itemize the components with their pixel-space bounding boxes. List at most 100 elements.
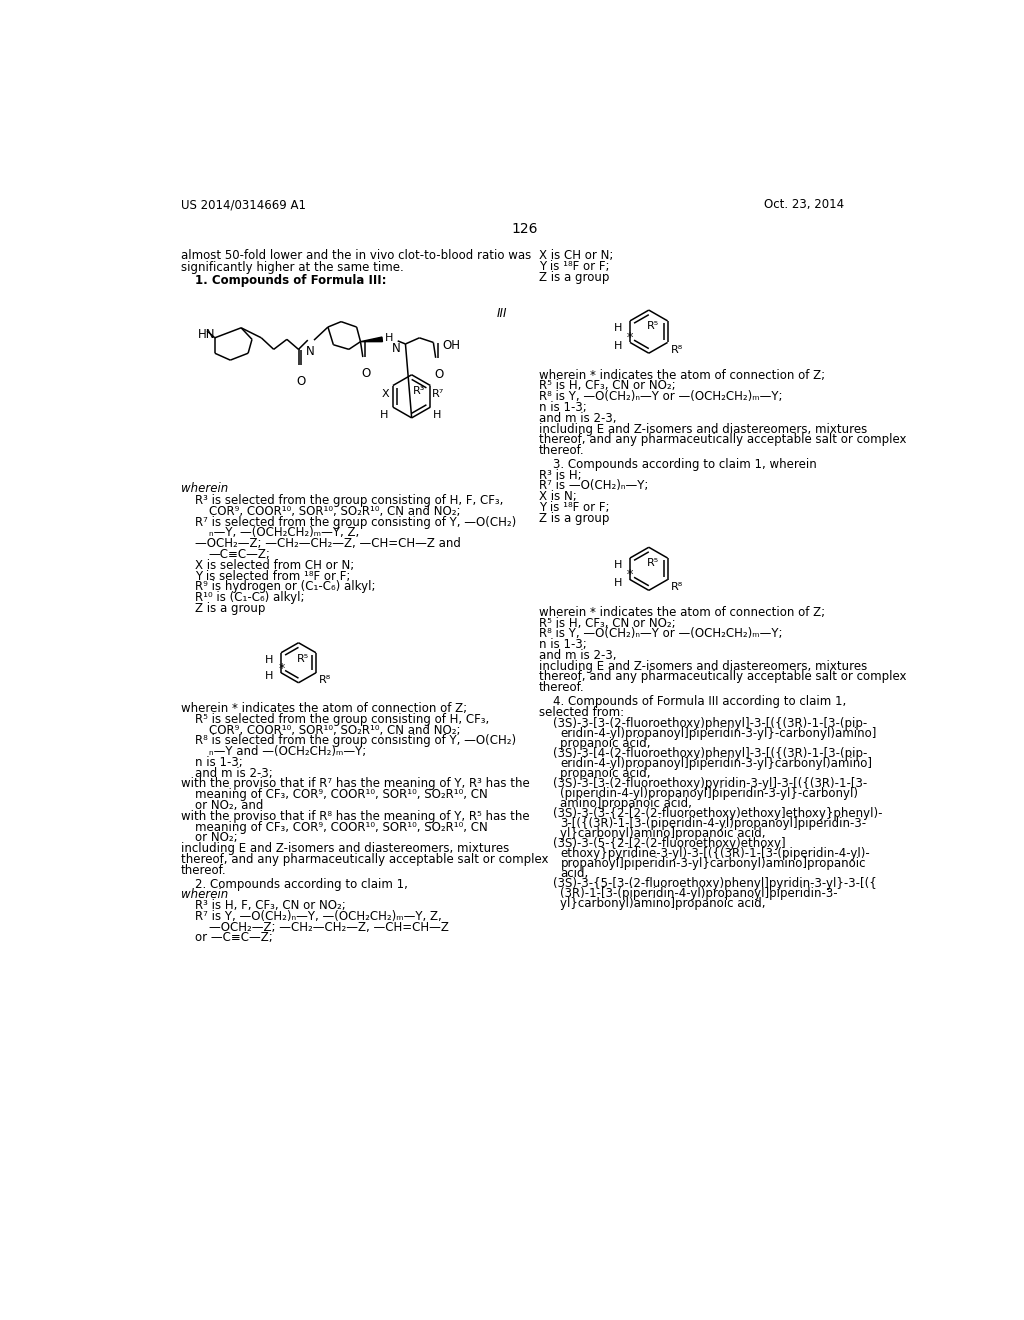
Text: 4. Compounds of Formula III according to claim 1,: 4. Compounds of Formula III according to… [553, 696, 846, 708]
Text: yl}carbonyl)amino]propanoic acid,: yl}carbonyl)amino]propanoic acid, [560, 826, 766, 840]
Text: X is N;: X is N; [539, 490, 577, 503]
Text: O: O [361, 367, 371, 380]
Text: H: H [614, 323, 623, 333]
Text: ethoxy}pyridine-3-yl)-3-[({(3R)-1-[3-(piperidin-4-yl)-: ethoxy}pyridine-3-yl)-3-[({(3R)-1-[3-(pi… [560, 847, 870, 859]
Text: n is 1-3;: n is 1-3; [195, 756, 243, 770]
Text: R⁵: R⁵ [647, 558, 659, 568]
Text: Z is a group: Z is a group [539, 271, 609, 284]
Text: H: H [380, 411, 388, 420]
Text: R⁸ is Y, —O(CH₂)ₙ—Y or —(OCH₂CH₂)ₘ—Y;: R⁸ is Y, —O(CH₂)ₙ—Y or —(OCH₂CH₂)ₘ—Y; [539, 391, 782, 403]
Text: 3. Compounds according to claim 1, wherein: 3. Compounds according to claim 1, where… [553, 458, 816, 471]
Text: H: H [265, 671, 273, 681]
Text: almost 50-fold lower and the in vivo clot-to-blood ratio was: almost 50-fold lower and the in vivo clo… [180, 249, 531, 263]
Text: R⁷: R⁷ [432, 388, 444, 399]
Text: including E and Z-isomers and diastereomers, mixtures: including E and Z-isomers and diastereom… [180, 842, 509, 855]
Text: (3S)-3-(5-{2-[2-(2-fluoroethoxy)ethoxy]: (3S)-3-(5-{2-[2-(2-fluoroethoxy)ethoxy] [553, 837, 785, 850]
Text: R³: R³ [414, 385, 426, 396]
Text: H: H [432, 411, 441, 420]
Text: R⁵ is selected from the group consisting of H, CF₃,: R⁵ is selected from the group consisting… [195, 713, 488, 726]
Text: OH: OH [442, 339, 461, 352]
Text: yl}carbonyl)amino]propanoic acid,: yl}carbonyl)amino]propanoic acid, [560, 896, 766, 909]
Text: meaning of CF₃, COR⁹, COOR¹⁰, SOR¹⁰, SO₂R¹⁰, CN: meaning of CF₃, COR⁹, COOR¹⁰, SOR¹⁰, SO₂… [195, 821, 487, 834]
Text: (3S)-3-{5-[3-(2-fluoroethoxy)phenyl]pyridin-3-yl}-3-[({: (3S)-3-{5-[3-(2-fluoroethoxy)phenyl]pyri… [553, 876, 877, 890]
Text: X is selected from CH or N;: X is selected from CH or N; [195, 558, 354, 572]
Text: R⁵ is H, CF₃, CN or NO₂;: R⁵ is H, CF₃, CN or NO₂; [539, 379, 676, 392]
Text: eridin-4-yl)propanoyl]piperidin-3-yl}carbonyl)amino]: eridin-4-yl)propanoyl]piperidin-3-yl}car… [560, 756, 872, 770]
Text: or —C≡C—Z;: or —C≡C—Z; [195, 932, 272, 945]
Text: R⁷ is —O(CH₂)ₙ—Y;: R⁷ is —O(CH₂)ₙ—Y; [539, 479, 648, 492]
Text: meaning of CF₃, COR⁹, COOR¹⁰, SOR¹⁰, SO₂R¹⁰, CN: meaning of CF₃, COR⁹, COOR¹⁰, SOR¹⁰, SO₂… [195, 788, 487, 801]
Text: R³ is selected from the group consisting of H, F, CF₃,: R³ is selected from the group consisting… [195, 494, 503, 507]
Text: propanoyl]piperidin-3-yl}carbonyl)amino]propanoic: propanoyl]piperidin-3-yl}carbonyl)amino]… [560, 857, 866, 870]
Text: including E and Z-isomers and diastereomers, mixtures: including E and Z-isomers and diastereom… [539, 660, 867, 673]
Text: wherein: wherein [180, 888, 228, 902]
Text: —OCH₂—Z; —CH₂—CH₂—Z, —CH=CH—Z: —OCH₂—Z; —CH₂—CH₂—Z, —CH=CH—Z [209, 921, 449, 933]
Text: R⁸: R⁸ [318, 675, 331, 685]
Text: (piperidin-4-yl)propanoyl]piperidin-3-yl}-carbonyl): (piperidin-4-yl)propanoyl]piperidin-3-yl… [560, 787, 858, 800]
Text: H: H [614, 578, 623, 587]
Text: —OCH₂—Z; —CH₂—CH₂—Z, —CH=CH—Z and: —OCH₂—Z; —CH₂—CH₂—Z, —CH=CH—Z and [195, 537, 461, 550]
Text: selected from:: selected from: [539, 706, 624, 719]
Text: N: N [391, 342, 400, 355]
Text: III: III [497, 308, 508, 319]
Text: with the proviso that if R⁸ has the meaning of Y, R⁵ has the: with the proviso that if R⁸ has the mean… [180, 810, 529, 822]
Text: wherein * indicates the atom of connection of Z;: wherein * indicates the atom of connecti… [539, 368, 825, 381]
Text: or NO₂, and: or NO₂, and [195, 799, 263, 812]
Text: 3-[({(3R)-1-[3-(piperidin-4-yl)propanoyl]piperidin-3-: 3-[({(3R)-1-[3-(piperidin-4-yl)propanoyl… [560, 817, 866, 830]
Text: propanoic acid,: propanoic acid, [560, 737, 651, 750]
Text: Oct. 23, 2014: Oct. 23, 2014 [764, 198, 844, 211]
Text: R⁸: R⁸ [671, 345, 683, 355]
Text: H: H [614, 341, 623, 351]
Text: (3R)-1-[3-(piperidin-4-yl)propanoyl]piperidin-3-: (3R)-1-[3-(piperidin-4-yl)propanoyl]pipe… [560, 887, 838, 900]
Text: R¹⁰ is (C₁-C₆) alkyl;: R¹⁰ is (C₁-C₆) alkyl; [195, 591, 304, 605]
Text: (3S)-3-[3-(2-fluoroethoxy)phenyl]-3-[({(3R)-1-[3-(pip-: (3S)-3-[3-(2-fluoroethoxy)phenyl]-3-[({(… [553, 717, 867, 730]
Text: R⁷ is selected from the group consisting of Y, —O(CH₂): R⁷ is selected from the group consisting… [195, 516, 516, 529]
Text: H: H [614, 561, 623, 570]
Text: X: X [381, 388, 389, 399]
Polygon shape [360, 337, 382, 342]
Text: (3S)-3-[4-(2-fluoroethoxy)phenyl]-3-[({(3R)-1-[3-(pip-: (3S)-3-[4-(2-fluoroethoxy)phenyl]-3-[({(… [553, 747, 867, 760]
Text: thereof, and any pharmaceutically acceptable salt or complex: thereof, and any pharmaceutically accept… [539, 433, 906, 446]
Text: propanoic acid,: propanoic acid, [560, 767, 651, 780]
Text: Y is selected from ¹⁸F or F;: Y is selected from ¹⁸F or F; [195, 570, 350, 582]
Text: eridin-4-yl)propanoyl]piperidin-3-yl}-carbonyl)amino]: eridin-4-yl)propanoyl]piperidin-3-yl}-ca… [560, 726, 877, 739]
Text: wherein * indicates the atom of connection of Z;: wherein * indicates the atom of connecti… [539, 606, 825, 619]
Text: including E and Z-isomers and diastereomers, mixtures: including E and Z-isomers and diastereom… [539, 422, 867, 436]
Text: ₙ—Y, —(OCH₂CH₂)ₘ—Y, Z,: ₙ—Y, —(OCH₂CH₂)ₘ—Y, Z, [209, 527, 358, 540]
Text: N: N [306, 345, 315, 358]
Text: COR⁹, COOR¹⁰, SOR¹⁰, SO₂R¹⁰, CN and NO₂;: COR⁹, COOR¹⁰, SOR¹⁰, SO₂R¹⁰, CN and NO₂; [209, 723, 460, 737]
Text: R³ is H;: R³ is H; [539, 469, 582, 482]
Text: R⁸ is selected from the group consisting of Y, —O(CH₂): R⁸ is selected from the group consisting… [195, 734, 516, 747]
Text: with the proviso that if R⁷ has the meaning of Y, R³ has the: with the proviso that if R⁷ has the mean… [180, 777, 529, 791]
Text: H: H [385, 333, 393, 343]
Text: significantly higher at the same time.: significantly higher at the same time. [180, 261, 403, 273]
Text: thereof, and any pharmaceutically acceptable salt or complex: thereof, and any pharmaceutically accept… [180, 853, 548, 866]
Text: and m is 2-3,: and m is 2-3, [539, 412, 616, 425]
Text: 2. Compounds according to claim 1,: 2. Compounds according to claim 1, [195, 878, 408, 891]
Text: R⁸: R⁸ [671, 582, 683, 591]
Text: and m is 2-3;: and m is 2-3; [195, 767, 272, 780]
Text: —C≡C—Z;: —C≡C—Z; [209, 548, 270, 561]
Text: n is 1-3;: n is 1-3; [539, 638, 587, 651]
Text: R⁵ is H, CF₃, CN or NO₂;: R⁵ is H, CF₃, CN or NO₂; [539, 616, 676, 630]
Text: wherein: wherein [180, 482, 228, 495]
Text: R³ is H, F, CF₃, CN or NO₂;: R³ is H, F, CF₃, CN or NO₂; [195, 899, 345, 912]
Text: thereof.: thereof. [539, 681, 585, 694]
Text: O: O [296, 375, 305, 388]
Text: 1. Compounds of Formula III:: 1. Compounds of Formula III: [195, 275, 386, 286]
Text: H: H [265, 655, 273, 665]
Text: X is CH or N;: X is CH or N; [539, 249, 613, 263]
Text: US 2014/0314669 A1: US 2014/0314669 A1 [180, 198, 306, 211]
Text: 126: 126 [512, 222, 538, 235]
Text: (3S)-3-(3-{2-[2-(2-fluoroethoxy)ethoxy]ethoxy}phenyl)-: (3S)-3-(3-{2-[2-(2-fluoroethoxy)ethoxy]e… [553, 807, 883, 820]
Text: *: * [279, 663, 285, 675]
Text: HN: HN [198, 327, 215, 341]
Text: R⁷ is Y, —O(CH₂)ₙ—Y, —(OCH₂CH₂)ₘ—Y, Z,: R⁷ is Y, —O(CH₂)ₙ—Y, —(OCH₂CH₂)ₘ—Y, Z, [195, 909, 441, 923]
Text: R⁹ is hydrogen or (C₁-C₆) alkyl;: R⁹ is hydrogen or (C₁-C₆) alkyl; [195, 581, 375, 594]
Text: *: * [627, 331, 634, 345]
Text: n is 1-3;: n is 1-3; [539, 401, 587, 414]
Text: O: O [434, 368, 443, 381]
Text: ₙ—Y and —(OCH₂CH₂)ₘ—Y;: ₙ—Y and —(OCH₂CH₂)ₘ—Y; [209, 744, 366, 758]
Text: R⁵: R⁵ [297, 653, 309, 664]
Text: Z is a group: Z is a group [195, 602, 265, 615]
